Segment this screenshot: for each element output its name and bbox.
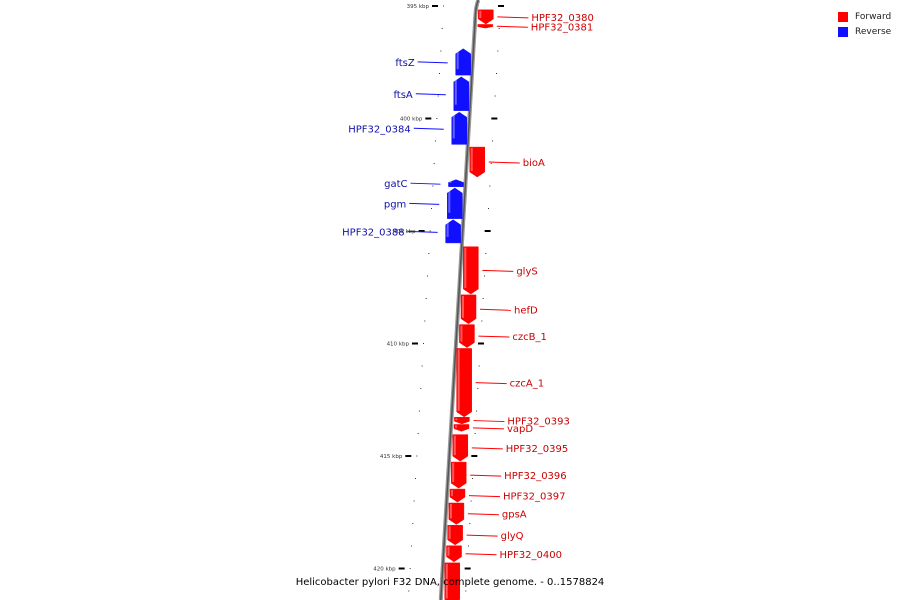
gene-arrow-glys <box>463 246 479 295</box>
legend-forward-label: Forward <box>855 11 892 22</box>
tick-label: 395 kbp <box>407 4 430 10</box>
gene-label: HPF32_0380 <box>531 13 593 24</box>
gene-layer <box>444 9 494 600</box>
gene-leader-line <box>407 230 438 233</box>
reverse-swatch <box>838 26 848 37</box>
gene-label: glyS <box>516 266 537 277</box>
gene-arrow-hpf32_0393 <box>454 417 470 425</box>
gene-leader-line <box>470 474 502 477</box>
gene-label: ftsZ <box>395 58 414 69</box>
gene-arrow-czcb_1 <box>459 324 475 348</box>
gene-leader-line <box>488 161 520 164</box>
gene-arrow-hpf32_0395 <box>452 434 469 462</box>
gene-arrow-hpf32_0388 <box>445 219 461 244</box>
gene-leader-line <box>475 382 507 385</box>
gene-leader-line <box>465 553 497 556</box>
forward-swatch <box>838 11 848 22</box>
gene-leader-line <box>467 513 499 516</box>
gene-arrow-hpf32_0384 <box>451 111 467 145</box>
gene-label: czcA_1 <box>510 379 544 390</box>
tick-layer: 395 kbp 400 kbp 405 kbp 410 kbp 415 kbp 420 k… <box>373 4 504 592</box>
gene-label: HPF32_0400 <box>500 550 562 561</box>
gene-leader-line <box>497 16 529 19</box>
gene-label: czcB_1 <box>512 332 546 343</box>
gene-label: glyQ <box>501 531 524 542</box>
gene-arrow <box>444 562 460 600</box>
gene-arrow-bioa <box>469 146 485 178</box>
gene-arrow-gatc <box>448 179 464 187</box>
gene-arrow-hpf32_0381 <box>477 24 494 29</box>
gene-leader-line <box>496 25 528 28</box>
backbone-line <box>440 0 480 600</box>
gene-label: HPF32_0384 <box>348 124 410 135</box>
gene-label: gatC <box>384 179 407 190</box>
gene-label: HPF32_0396 <box>504 471 566 482</box>
gene-label: HPF32_0393 <box>507 417 569 428</box>
gene-label: pgm <box>384 199 406 210</box>
gene-label: HPF32_0395 <box>506 444 568 455</box>
gene-leader-line <box>468 495 500 498</box>
gene-arrow-hefd <box>460 294 477 325</box>
gene-arrow-hpf32_0400 <box>446 545 462 563</box>
tick-label: 400 kbp <box>400 117 423 123</box>
gene-label: ftsA <box>393 90 412 101</box>
gene-label: vapD <box>507 424 533 435</box>
gene-label: HPF32_0381 <box>531 22 593 33</box>
gene-label: bioA <box>523 158 545 169</box>
gene-arrow-ftsa <box>453 76 470 111</box>
tick-label: 405 kbp <box>393 229 416 235</box>
gene-arrow-glyq <box>447 525 463 546</box>
gene-arrow-hpf32_0397 <box>449 488 466 503</box>
legend: Forward Reverse <box>838 9 891 39</box>
gene-arrow-czca_1 <box>456 348 472 418</box>
gene-leader-line <box>410 182 441 185</box>
gene-leader-line <box>479 308 512 311</box>
tick-label: 410 kbp <box>387 342 410 348</box>
gene-leader-line <box>413 127 444 130</box>
gene-leader-line <box>417 61 448 64</box>
gene-label: HPF32_0388 <box>342 227 404 238</box>
gene-arrow-hpf32_0380 <box>478 9 494 25</box>
gene-leader-line <box>472 427 504 430</box>
gene-label: HPF32_0397 <box>503 492 565 503</box>
legend-reverse-label: Reverse <box>855 26 892 37</box>
gene-leader-line <box>466 534 498 537</box>
gene-leader-line <box>473 420 505 423</box>
gene-label: gpsA <box>502 510 527 521</box>
backbone-layer <box>438 0 481 600</box>
legend-reverse: Reverse <box>838 24 891 39</box>
legend-forward: Forward <box>838 9 891 24</box>
gene-arrow-gpsa <box>448 502 465 525</box>
gene-arrow-pgm <box>447 187 463 219</box>
gene-arrow-ftsz <box>455 48 471 76</box>
gene-leader-line <box>478 335 510 338</box>
gene-leader-line <box>482 269 514 272</box>
tick-label: 420 kbp <box>373 567 396 573</box>
gene-arrow-hpf32_0396 <box>450 461 467 489</box>
gene-leader-line <box>409 202 440 205</box>
gene-leader-line <box>471 447 503 450</box>
gene-arrow-vapd <box>453 424 470 432</box>
gene-label: hefD <box>514 305 538 316</box>
gene-leader-line <box>415 93 446 96</box>
tick-label: 415 kbp <box>380 454 403 460</box>
map-caption: Helicobacter pylori F32 DNA, complete ge… <box>295 577 605 588</box>
